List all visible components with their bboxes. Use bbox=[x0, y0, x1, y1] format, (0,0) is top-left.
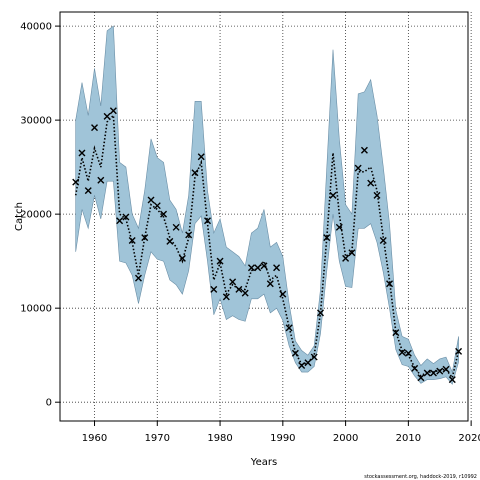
observed-point bbox=[273, 264, 281, 272]
observed-point bbox=[235, 285, 243, 293]
observed-point bbox=[260, 262, 268, 270]
x-tick-label: 1970 bbox=[145, 433, 170, 444]
observed-point bbox=[386, 280, 394, 288]
estimated-catch-line bbox=[74, 113, 460, 380]
observed-point bbox=[122, 213, 130, 221]
observed-point bbox=[216, 257, 224, 265]
observed-point bbox=[417, 374, 425, 382]
observed-point bbox=[147, 196, 155, 204]
observed-point bbox=[103, 112, 111, 120]
y-axis-ticks: 0 10000 20000 30000 40000 bbox=[20, 22, 60, 409]
observed-point bbox=[329, 191, 337, 199]
observed-point bbox=[367, 179, 375, 187]
x-tick-label: 2000 bbox=[333, 433, 358, 444]
y-axis-title: Catch bbox=[14, 202, 25, 231]
observed-point bbox=[172, 223, 180, 231]
observed-point bbox=[254, 264, 262, 272]
source-credit: stockassessment.org, haddock-2019, r1099… bbox=[364, 474, 477, 480]
observed-point bbox=[109, 107, 117, 115]
y-tick-label: 40000 bbox=[20, 22, 52, 33]
observed-point bbox=[178, 254, 186, 262]
observed-point bbox=[411, 364, 419, 372]
observed-point bbox=[291, 349, 299, 357]
observed-catch-markers bbox=[72, 107, 463, 384]
y-tick-label: 30000 bbox=[20, 116, 52, 127]
observed-point bbox=[455, 347, 463, 355]
observed-point bbox=[134, 274, 142, 282]
observed-point bbox=[153, 202, 161, 210]
observed-point bbox=[404, 349, 412, 357]
observed-point bbox=[91, 124, 99, 132]
observed-point bbox=[78, 149, 86, 157]
observed-point bbox=[304, 359, 312, 367]
observed-point bbox=[316, 309, 324, 317]
observed-point bbox=[222, 293, 230, 301]
observed-point bbox=[279, 290, 287, 298]
y-tick-label: 0 bbox=[46, 398, 52, 409]
observed-point bbox=[335, 223, 343, 231]
observed-point bbox=[379, 236, 387, 244]
observed-point bbox=[442, 365, 450, 373]
observed-point bbox=[210, 285, 218, 293]
x-tick-label: 1960 bbox=[82, 433, 107, 444]
observed-point bbox=[354, 164, 362, 172]
observed-point bbox=[360, 146, 368, 154]
observed-point bbox=[141, 234, 149, 242]
observed-point bbox=[392, 329, 400, 337]
observed-point bbox=[204, 217, 212, 225]
observed-point bbox=[298, 362, 306, 370]
y-tick-label: 20000 bbox=[20, 210, 52, 221]
observed-point bbox=[429, 369, 437, 377]
observed-point bbox=[116, 217, 124, 225]
y-tick-label: 10000 bbox=[20, 304, 52, 315]
observed-point bbox=[166, 237, 174, 245]
observed-point bbox=[128, 236, 136, 244]
observed-point bbox=[84, 187, 92, 195]
observed-point bbox=[266, 280, 274, 288]
x-tick-label: 1990 bbox=[270, 433, 295, 444]
observed-point bbox=[72, 178, 80, 186]
observed-point bbox=[160, 210, 168, 218]
observed-point bbox=[285, 324, 293, 332]
x-tick-label: 1980 bbox=[207, 433, 232, 444]
observed-point bbox=[373, 191, 381, 199]
observed-point bbox=[436, 367, 444, 375]
observed-point bbox=[398, 348, 406, 356]
observed-point bbox=[247, 264, 255, 272]
x-axis-title: Years bbox=[250, 457, 277, 468]
observed-point bbox=[348, 249, 356, 257]
observed-point bbox=[229, 278, 237, 286]
plot-frame bbox=[59, 11, 469, 422]
observed-point bbox=[323, 234, 331, 242]
confidence-band bbox=[75, 25, 459, 385]
observed-point bbox=[448, 376, 456, 384]
observed-point bbox=[423, 369, 431, 377]
observed-point bbox=[185, 231, 193, 239]
observed-point bbox=[342, 254, 350, 262]
observed-point bbox=[197, 153, 205, 161]
observed-point bbox=[310, 353, 318, 361]
observed-point bbox=[241, 289, 249, 297]
observed-point bbox=[97, 176, 105, 184]
x-tick-label: 2010 bbox=[396, 433, 421, 444]
observed-point bbox=[191, 169, 199, 177]
